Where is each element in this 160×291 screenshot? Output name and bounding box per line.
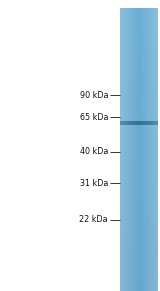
Text: 31 kDa: 31 kDa bbox=[80, 178, 108, 187]
Text: 22 kDa: 22 kDa bbox=[79, 216, 108, 224]
Text: 90 kDa: 90 kDa bbox=[80, 91, 108, 100]
Text: 65 kDa: 65 kDa bbox=[80, 113, 108, 122]
Text: 40 kDa: 40 kDa bbox=[80, 148, 108, 157]
